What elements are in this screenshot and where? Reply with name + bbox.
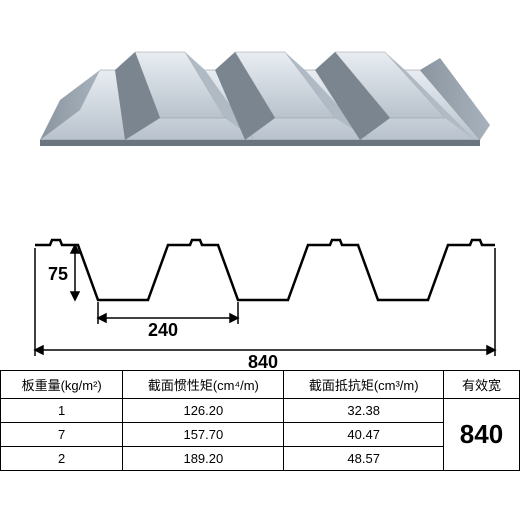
effective-width-value: 840 (443, 399, 519, 471)
cell: 157.70 (123, 423, 284, 447)
cell: 32.38 (284, 399, 444, 423)
table-row: 7 157.70 40.47 (1, 423, 520, 447)
cell: 126.20 (123, 399, 284, 423)
table-row: 1 126.20 32.38 840 (1, 399, 520, 423)
spec-table-section: 板重量(kg/m²) 截面惯性矩(cm⁴/m) 截面抵抗矩(cm³/m) 有效宽… (0, 370, 520, 471)
col-section: 截面抵抗矩(cm³/m) (284, 371, 444, 399)
cell: 189.20 (123, 447, 284, 471)
cell: 7 (1, 423, 123, 447)
cell: 2 (1, 447, 123, 471)
dim-pitch: 240 (148, 320, 178, 340)
corrugated-sheet-3d (20, 10, 500, 190)
dim-height: 75 (48, 264, 68, 284)
cross-section-svg: 75 240 840 (20, 210, 500, 370)
dim-width: 840 (248, 352, 278, 370)
col-effective: 有效宽 (443, 371, 519, 399)
cell: 40.47 (284, 423, 444, 447)
cell: 48.57 (284, 447, 444, 471)
col-weight: 板重量(kg/m²) (1, 371, 123, 399)
profile-diagram: 75 240 840 (0, 200, 520, 370)
spec-table: 板重量(kg/m²) 截面惯性矩(cm⁴/m) 截面抵抗矩(cm³/m) 有效宽… (0, 370, 520, 471)
product-render (0, 0, 520, 200)
cell: 1 (1, 399, 123, 423)
table-header-row: 板重量(kg/m²) 截面惯性矩(cm⁴/m) 截面抵抗矩(cm³/m) 有效宽 (1, 371, 520, 399)
col-inertia: 截面惯性矩(cm⁴/m) (123, 371, 284, 399)
table-row: 2 189.20 48.57 (1, 447, 520, 471)
